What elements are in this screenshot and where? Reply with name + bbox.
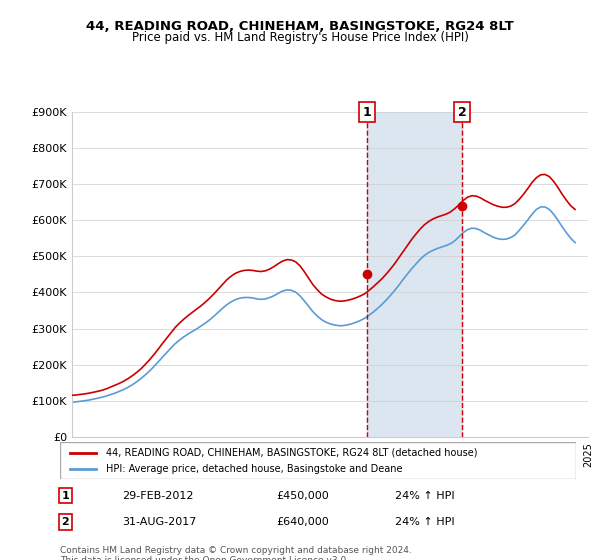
Text: 1: 1 (363, 105, 371, 119)
FancyBboxPatch shape (60, 442, 576, 479)
Text: 2: 2 (458, 105, 466, 119)
Text: Contains HM Land Registry data © Crown copyright and database right 2024.
This d: Contains HM Land Registry data © Crown c… (60, 546, 412, 560)
Text: 31-AUG-2017: 31-AUG-2017 (122, 517, 196, 527)
Text: 24% ↑ HPI: 24% ↑ HPI (395, 491, 455, 501)
Text: 29-FEB-2012: 29-FEB-2012 (122, 491, 193, 501)
Text: £450,000: £450,000 (277, 491, 329, 501)
Text: HPI: Average price, detached house, Basingstoke and Deane: HPI: Average price, detached house, Basi… (106, 464, 403, 474)
Text: 2: 2 (61, 517, 69, 527)
Text: £640,000: £640,000 (277, 517, 329, 527)
Text: 1: 1 (61, 491, 69, 501)
Text: 24% ↑ HPI: 24% ↑ HPI (395, 517, 455, 527)
Text: 44, READING ROAD, CHINEHAM, BASINGSTOKE, RG24 8LT: 44, READING ROAD, CHINEHAM, BASINGSTOKE,… (86, 20, 514, 32)
Bar (367, 112, 462, 437)
Text: Price paid vs. HM Land Registry's House Price Index (HPI): Price paid vs. HM Land Registry's House … (131, 31, 469, 44)
Text: 44, READING ROAD, CHINEHAM, BASINGSTOKE, RG24 8LT (detached house): 44, READING ROAD, CHINEHAM, BASINGSTOKE,… (106, 447, 478, 458)
